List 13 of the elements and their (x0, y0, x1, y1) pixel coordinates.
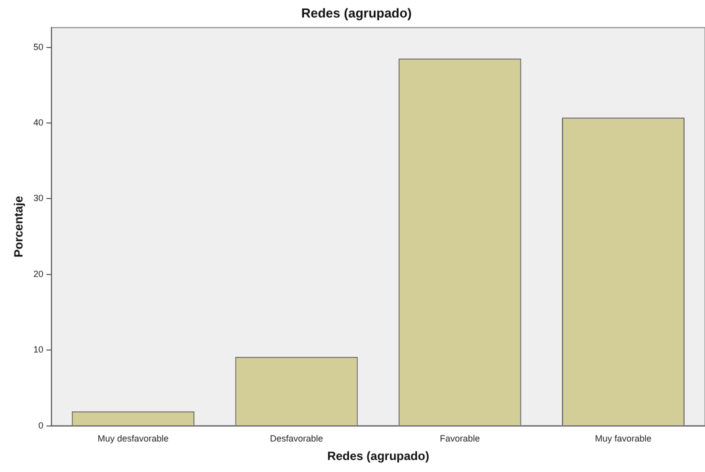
x-tick-label: Muy desfavorable (98, 434, 169, 444)
y-tick-label: 50 (33, 42, 44, 52)
x-tick-label: Desfavorable (270, 434, 324, 444)
y-axis-title: Porcentaje (12, 196, 26, 258)
x-tick-label: Muy favorable (595, 434, 652, 444)
x-axis-title: Redes (agrupado) (327, 449, 430, 464)
chart-title: Redes (agrupado) (301, 5, 412, 20)
y-tick-label: 0 (38, 420, 44, 430)
y-tick-label: 10 (33, 344, 44, 355)
y-tick-label: 40 (33, 117, 44, 128)
y-tick-label: 20 (33, 268, 44, 279)
x-tick-label: Favorable (440, 434, 480, 444)
y-tick-label: 30 (33, 193, 44, 204)
